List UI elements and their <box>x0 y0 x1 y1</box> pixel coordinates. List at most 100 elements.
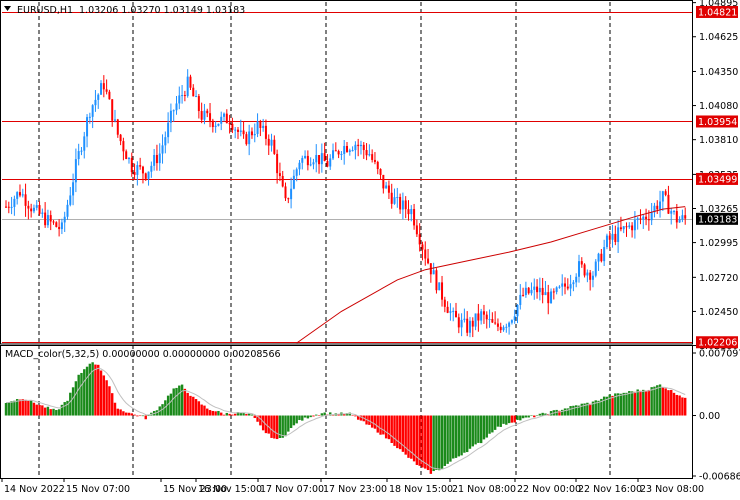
candle-body <box>505 326 508 328</box>
dropdown-triangle-icon[interactable] <box>4 6 11 11</box>
candle-body <box>396 197 399 199</box>
macd-bar <box>519 415 522 421</box>
candle-body <box>200 111 203 120</box>
candle-body <box>292 175 295 189</box>
macd-bar <box>66 400 69 416</box>
candle-body <box>407 209 410 215</box>
candle-body <box>351 150 354 152</box>
candle-body <box>136 165 139 175</box>
candle-body <box>597 253 600 262</box>
candle-body <box>541 287 544 296</box>
y-axis-tick-label: 1.02720 <box>699 273 738 284</box>
macd-bar <box>116 408 120 416</box>
candle-body <box>614 233 617 242</box>
macd-bar <box>69 392 72 416</box>
candle-body <box>586 272 589 276</box>
candle-body <box>164 137 167 146</box>
macd-bar <box>63 402 66 416</box>
candle-body <box>589 272 592 280</box>
macd-bar <box>119 409 122 416</box>
candle-body <box>346 145 348 152</box>
macd-bar <box>538 413 542 416</box>
candle-body <box>13 198 16 207</box>
macd-bar <box>647 389 651 416</box>
candle-body <box>301 158 304 163</box>
candle-body <box>636 218 639 220</box>
candle-body <box>385 185 388 189</box>
candle-body <box>555 287 558 292</box>
candle-body <box>38 205 41 214</box>
candle-body <box>74 159 77 183</box>
macd-bar <box>312 415 315 417</box>
candle-body <box>125 151 128 160</box>
candle-body <box>642 216 645 220</box>
macd-bar <box>359 415 363 421</box>
candle-body <box>625 226 628 228</box>
macd-bar <box>563 408 567 416</box>
macd-bar <box>220 412 223 416</box>
macd-bar <box>410 415 413 459</box>
candle-body <box>561 283 564 287</box>
macd-bar <box>485 415 488 438</box>
macd-bar <box>259 415 262 426</box>
candle-body <box>287 198 290 200</box>
macd-bar <box>541 412 544 416</box>
macd-bar <box>376 415 379 433</box>
macd-bar <box>684 397 687 416</box>
macd-bar <box>273 415 276 439</box>
macd-bar <box>583 403 586 416</box>
macd-bar <box>306 415 310 419</box>
candle-body <box>60 222 63 230</box>
macd-bar <box>46 406 50 416</box>
candle-body <box>544 292 547 296</box>
macd-bar <box>619 393 623 416</box>
candle-body <box>108 91 111 100</box>
macd-bar <box>566 408 570 416</box>
macd-bar <box>356 415 360 420</box>
macd-bar <box>597 400 600 416</box>
candle-body <box>262 125 265 129</box>
macd-bar <box>348 412 351 416</box>
macd-bar <box>127 412 131 416</box>
candle-body <box>639 218 642 220</box>
macd-bar <box>527 415 530 418</box>
candle-body <box>415 225 418 235</box>
macd-bar <box>214 411 217 416</box>
macd-bar <box>345 413 349 416</box>
candle-body <box>69 195 72 205</box>
candle-body <box>114 119 117 121</box>
macd-bar <box>91 362 94 416</box>
macd-bar <box>21 399 24 416</box>
x-axis-tick-label: 18 Nov 15:00 <box>389 484 453 495</box>
candle-body <box>678 219 681 223</box>
candle-body <box>161 145 164 154</box>
candle-body <box>242 130 245 135</box>
macd-bar <box>233 413 237 416</box>
x-axis-tick-label: 15 Nov 07:00 <box>66 484 130 495</box>
macd-bar <box>315 414 318 416</box>
candle-body <box>267 138 270 146</box>
candle-body <box>181 95 184 97</box>
candle-body <box>334 150 337 152</box>
candle-body <box>206 110 209 114</box>
candle-body <box>583 264 586 276</box>
macd-bar <box>111 393 114 416</box>
macd-bar <box>197 401 201 416</box>
candle-body <box>401 200 404 210</box>
current-price-label: 1.03183 <box>698 214 737 225</box>
macd-bar <box>440 415 444 470</box>
macd-axis-tick-label: 0.007097 <box>699 349 740 360</box>
macd-bar <box>401 415 405 452</box>
candle-body <box>225 113 228 124</box>
macd-bar <box>608 394 611 416</box>
macd-bar <box>644 390 648 416</box>
candle-body <box>223 113 226 117</box>
candle-body <box>647 219 650 221</box>
candle-body <box>270 139 273 146</box>
macd-bar <box>672 392 676 416</box>
candle-body <box>16 192 19 199</box>
candle-body <box>97 94 100 100</box>
candle-body <box>276 153 279 174</box>
